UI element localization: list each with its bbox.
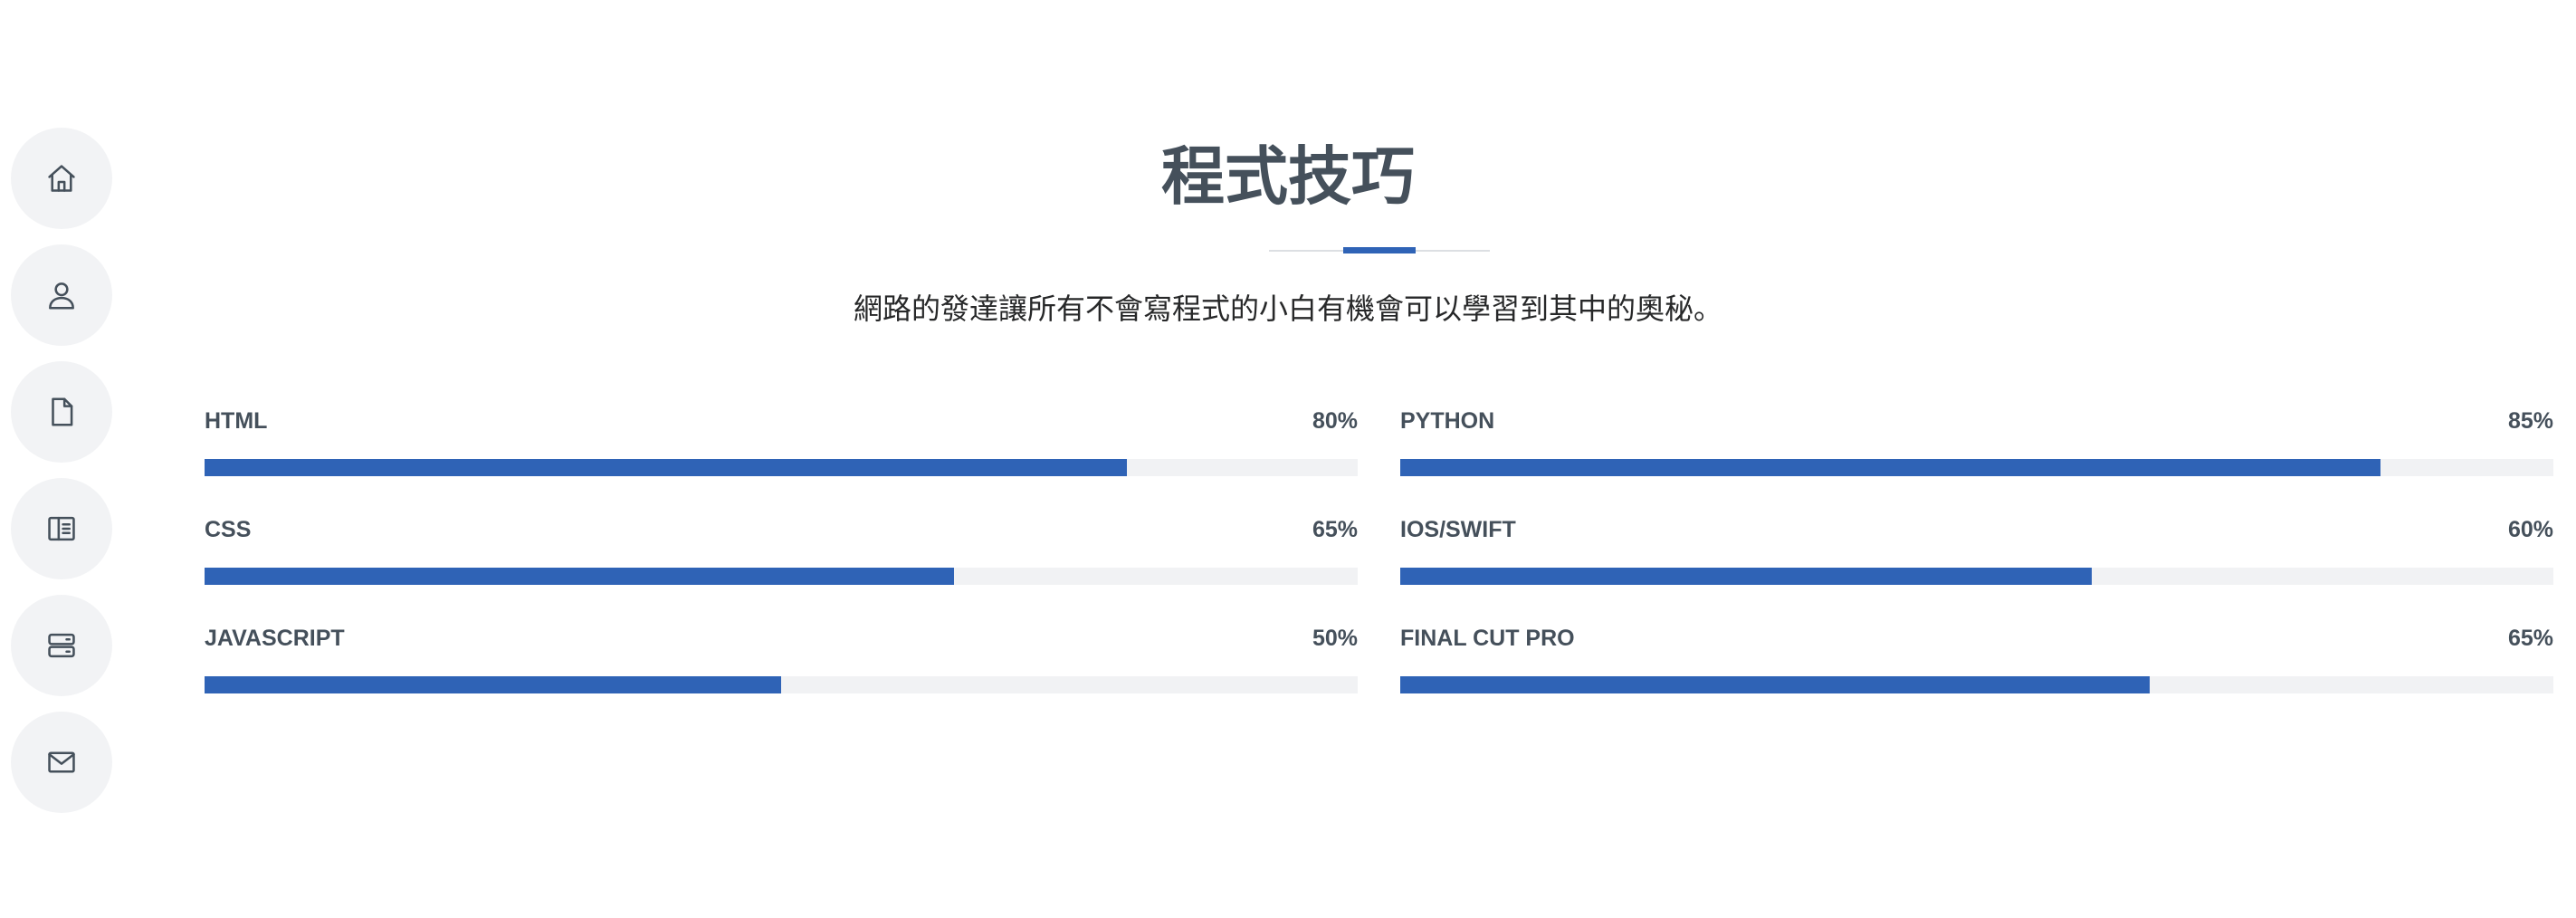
skill-percent: 65% <box>1312 516 1358 542</box>
skill-progress-fill <box>1400 676 2151 693</box>
file-icon <box>52 397 73 426</box>
nav-about-button[interactable] <box>11 244 112 346</box>
home-icon <box>48 165 75 192</box>
skill-progress-track <box>205 459 1358 476</box>
skill-name: PYTHON <box>1400 407 1495 434</box>
skill-name: IOS/SWIFT <box>1400 516 1516 542</box>
skill-percent: 60% <box>2507 516 2553 542</box>
skill-percent: 50% <box>1312 625 1358 651</box>
server-icon <box>48 633 75 658</box>
skill-css: CSS 65% <box>205 512 1358 585</box>
side-nav <box>11 128 112 828</box>
skill-progress-track <box>1400 459 2553 476</box>
skill-progress-fill <box>1400 459 2380 476</box>
skill-final-cut-pro: FINAL CUT PRO 65% <box>1400 620 2553 693</box>
skill-progress-track <box>1400 676 2553 693</box>
person-icon <box>49 282 74 310</box>
skill-percent: 80% <box>1312 407 1358 434</box>
skill-name: FINAL CUT PRO <box>1400 625 1575 651</box>
section-title: 程式技巧 <box>1161 141 1415 212</box>
skill-html: HTML 80% <box>205 403 1358 476</box>
nav-contact-button[interactable] <box>11 712 112 813</box>
skill-percent: 85% <box>2507 407 2553 434</box>
skill-progress-fill <box>205 568 955 585</box>
skill-ios-swift: IOS/SWIFT 60% <box>1400 512 2553 585</box>
skill-name: HTML <box>205 407 268 434</box>
nav-portfolio-button[interactable] <box>11 478 112 579</box>
section-subtitle: 網路的發達讓所有不會寫程式的小白有機會可以學習到其中的奧秘。 <box>853 292 1722 325</box>
book-half-icon <box>48 516 75 541</box>
nav-services-button[interactable] <box>11 595 112 696</box>
skill-progress-track <box>1400 568 2553 585</box>
skill-progress-track <box>205 676 1358 693</box>
skill-progress-fill <box>1400 568 2093 585</box>
skill-percent: 65% <box>2507 625 2553 651</box>
title-accent-bar <box>1343 247 1416 253</box>
skill-javascript: JAVASCRIPT 50% <box>205 620 1358 693</box>
skill-name: JAVASCRIPT <box>205 625 345 651</box>
nav-home-button[interactable] <box>11 128 112 229</box>
skill-progress-fill <box>205 459 1128 476</box>
skill-name: CSS <box>205 516 252 542</box>
nav-resume-button[interactable] <box>11 361 112 463</box>
skill-python: PYTHON 85% <box>1400 403 2553 476</box>
skill-progress-fill <box>205 676 781 693</box>
envelope-icon <box>48 751 75 773</box>
skill-progress-track <box>205 568 1358 585</box>
